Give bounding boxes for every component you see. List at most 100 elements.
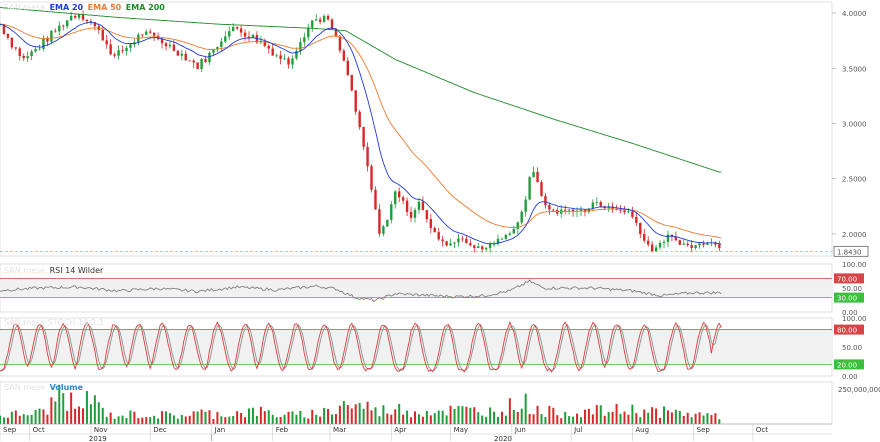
volume-bar — [493, 411, 496, 424]
month-label: Sep — [3, 426, 17, 434]
candle-body — [81, 14, 85, 20]
candle-body — [212, 49, 215, 53]
volume-title: Volume — [49, 383, 84, 392]
candle-body — [22, 55, 25, 59]
candle-body — [26, 56, 29, 59]
volume-bar — [141, 417, 144, 424]
volume-bar — [414, 411, 416, 424]
candle-body — [14, 47, 18, 49]
volume-bar — [714, 413, 717, 424]
candle-body — [548, 205, 551, 210]
candle-body — [251, 34, 255, 38]
candle-body — [666, 234, 670, 242]
volume-bar — [192, 411, 195, 424]
candle-body — [496, 238, 500, 244]
stoch-band-tag-label: 80.00 — [837, 327, 857, 335]
candle-body — [224, 36, 227, 42]
price-watermark: SAN.mese — [4, 3, 46, 12]
month-label: Jan — [213, 426, 225, 434]
stoch-watermark: SAN.mese STOCH 14,3,3 — [4, 318, 104, 327]
candle-body — [73, 15, 77, 18]
stoch-band-fill — [0, 329, 832, 365]
year-label: 2019 — [89, 435, 107, 442]
volume-bar — [417, 414, 420, 424]
candle-body — [425, 210, 429, 220]
volume-bar — [125, 417, 128, 424]
volume-bar — [406, 410, 409, 424]
x-axis: Sep Oct Nov Dec Jan Feb Mar Apr May Jun Jul Aug Sep O… — [0, 423, 832, 442]
volume-bar — [346, 405, 349, 424]
volume-bar — [706, 413, 709, 424]
candle-body — [109, 44, 112, 55]
candle-body — [382, 226, 385, 234]
candle-body — [200, 59, 203, 69]
candle-body — [164, 43, 168, 47]
volume-bar — [398, 403, 401, 424]
candle-body — [125, 47, 128, 52]
candle-body — [457, 238, 460, 243]
candle-body — [627, 211, 630, 213]
rsi-band-fill — [0, 278, 832, 298]
volume-bar — [718, 419, 721, 424]
stoch-band-tag-label: 20.00 — [837, 361, 857, 369]
volume-bar — [469, 407, 472, 424]
volume-bar — [433, 413, 436, 424]
volume-bar — [208, 410, 211, 424]
volume-bar — [109, 412, 112, 424]
volume-bar — [508, 398, 511, 424]
candle-body — [291, 58, 294, 65]
month-label: Oct — [33, 426, 45, 434]
candle-body — [453, 242, 456, 244]
month-label: Mar — [333, 426, 346, 434]
candle-body — [405, 200, 409, 212]
candle-body — [449, 243, 452, 246]
candle-body — [635, 216, 638, 223]
month-label: Sep — [697, 426, 711, 434]
volume-bar — [137, 418, 140, 424]
volume-bar — [698, 412, 701, 424]
candle-body — [184, 53, 187, 61]
volume-bar — [153, 415, 156, 424]
volume-bar — [319, 416, 322, 424]
volume-legend: SAN.mese Volume — [4, 383, 83, 392]
candle-body — [267, 45, 270, 49]
candle-body — [413, 209, 417, 218]
volume-bar — [303, 417, 306, 424]
volume-bar — [287, 411, 290, 424]
rsi-watermark: SAN.mese — [4, 266, 46, 275]
volume-bar — [271, 414, 274, 424]
candle-body — [670, 234, 674, 237]
volume-bar — [410, 417, 413, 424]
volume-bar — [635, 413, 638, 424]
volume-bar — [394, 409, 397, 424]
candle-body — [176, 50, 180, 56]
candle-body — [299, 42, 302, 51]
ema200-line — [0, 7, 722, 173]
volume-bar — [465, 406, 468, 424]
candle-body — [465, 238, 468, 244]
volume-bar — [338, 405, 341, 424]
candle-body — [172, 44, 176, 51]
candle-body — [643, 233, 646, 241]
candle-body — [591, 202, 595, 209]
volume-bar — [500, 411, 503, 424]
volume-bar — [62, 393, 65, 424]
candle-body — [397, 191, 401, 198]
volume-bar — [18, 415, 21, 424]
volume-bar — [544, 417, 547, 424]
volume-bar — [133, 411, 136, 424]
candle-body — [378, 209, 381, 234]
candle-body — [10, 37, 14, 48]
volume-bar — [690, 417, 693, 424]
rsi-ytick-label: 0.00 — [842, 309, 858, 317]
candle-body — [318, 19, 322, 22]
stoch-legend: SAN.mese STOCH 14,3,3 — [4, 318, 103, 327]
volume-bar — [623, 411, 626, 424]
candle-body — [113, 54, 116, 56]
candle-body — [390, 204, 393, 220]
rsi-line — [0, 279, 722, 302]
candle-body — [204, 59, 207, 63]
candle-body — [631, 211, 634, 217]
candle-body — [50, 30, 53, 42]
